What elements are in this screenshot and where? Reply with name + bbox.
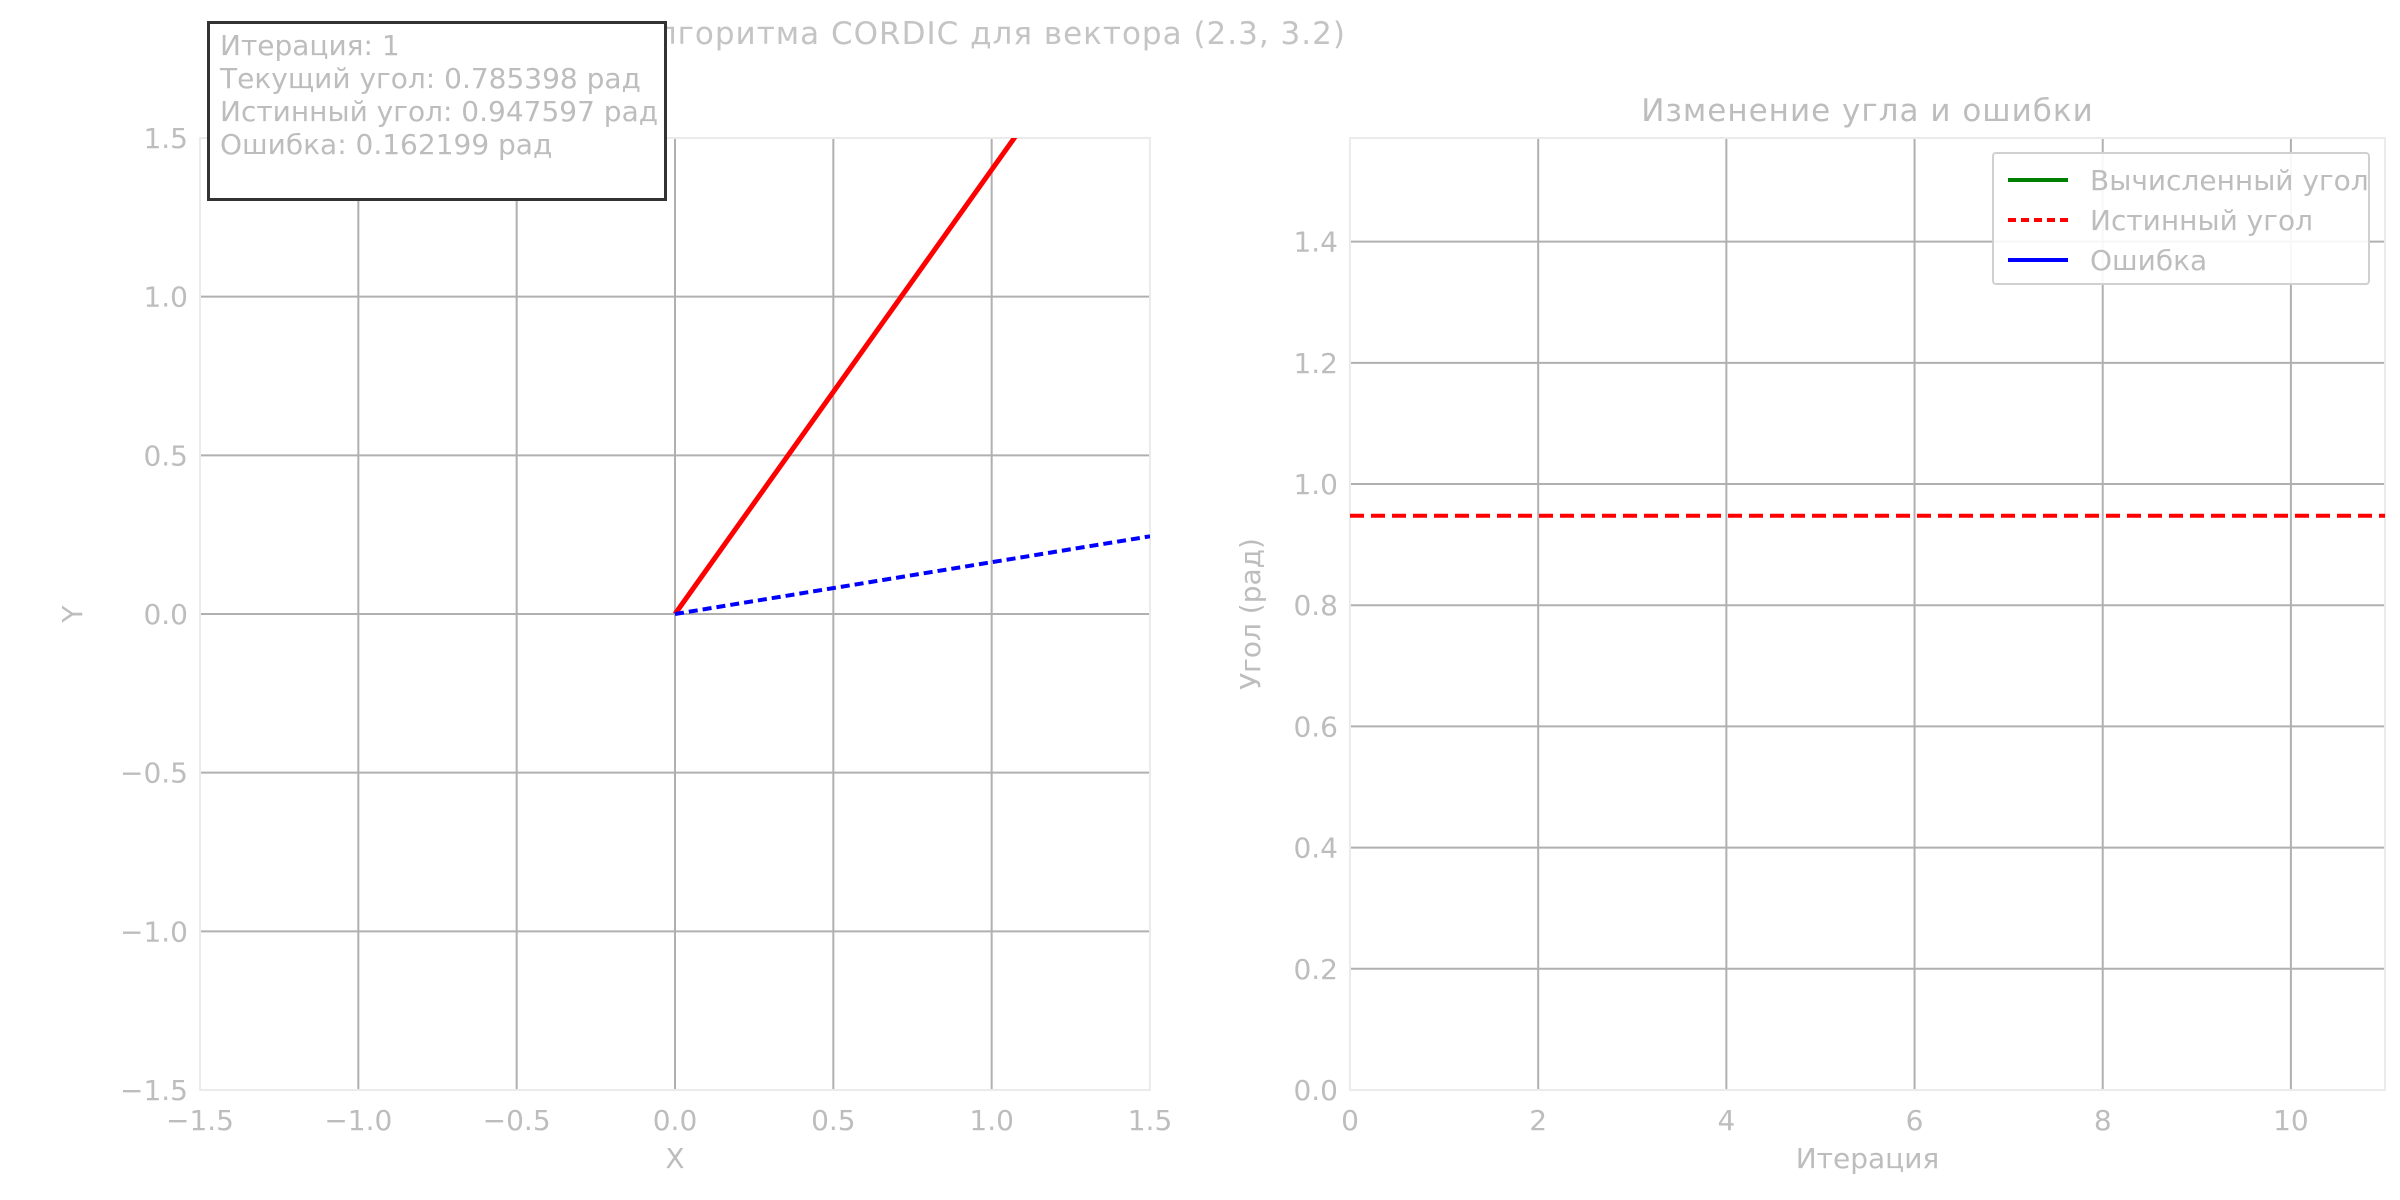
legend-swatch-error [2008, 258, 2068, 262]
ax1-frame [199, 137, 1151, 1091]
ax1-xtick-label-6: 1.5 [1128, 1104, 1173, 1137]
legend-item-true-angle: Истинный угол [2008, 202, 2313, 238]
current-angle-text: Текущий угол: 0.785398 рад [220, 62, 641, 95]
true-angle-text: Истинный угол: 0.947597 рад [220, 95, 659, 128]
ax1-xtick-label-1: −1.0 [324, 1104, 392, 1137]
ax2-ytick-label-2: 0.4 [1293, 832, 1338, 865]
ax1-xtick-label-4: 0.5 [811, 1104, 856, 1137]
legend-item-computed-angle: Вычисленный угол [2008, 162, 2369, 198]
ax1-series-group [672, 138, 1150, 616]
ax2-ytick-label-5: 1.0 [1293, 468, 1338, 501]
ax1-xtick-label-5: 1.0 [969, 1104, 1014, 1137]
ax1-xtick-label-0: −1.5 [166, 1104, 234, 1137]
ax2-xtick-label-5: 10 [2273, 1104, 2309, 1137]
ax1-xtick-label-3: 0.0 [653, 1104, 698, 1137]
ax1-ytick-label-2: −0.5 [120, 757, 188, 790]
ax1-ytick-label-4: 0.5 [143, 439, 188, 472]
ax2-title: Изменение угла и ошибки [1641, 93, 2094, 129]
ax2-xtick-label-0: 0 [1341, 1104, 1359, 1137]
ax1-ytick-label-5: 1.0 [143, 281, 188, 314]
ax2-plot-area [1350, 138, 2385, 1090]
legend: Вычисленный угол Истинный угол Ошибка [1992, 152, 2370, 285]
ax2-xtick-label-2: 4 [1717, 1104, 1735, 1137]
ax2-ytick-label-7: 1.4 [1293, 226, 1338, 259]
legend-label-computed-angle: Вычисленный угол [2090, 163, 2369, 197]
angle-error-plot: 0 2 4 6 8 10 0.0 0.2 0.4 0.6 0.8 1.0 1.2 1.4 Итерация У… [1234, 93, 2386, 1175]
vector-plot: −1.5 −1.0 −0.5 0.0 0.5 1.0 1.5 −1.5 −1.0 −0.5 0.0 0… [56, 122, 1173, 1175]
iteration-text: Итерация: 1 [220, 29, 400, 62]
ax2-ytick-label-0: 0.0 [1293, 1074, 1338, 1107]
legend-item-error: Ошибка [2008, 242, 2207, 278]
ax1-ytick-label-1: −1.0 [120, 915, 188, 948]
legend-swatch-true-angle [2008, 218, 2068, 222]
ax2-xlabel: Итерация [1796, 1142, 1940, 1175]
ax2-ytick-label-4: 0.8 [1293, 589, 1338, 622]
legend-swatch-computed-angle [2008, 178, 2068, 182]
legend-label-error: Ошибка [2090, 243, 2208, 277]
ax2-frame [1349, 137, 2386, 1091]
ax2-ytick-label-1: 0.2 [1293, 953, 1338, 986]
ax1-ylabel: Y [56, 605, 89, 624]
ax1-series-line-0 [672, 138, 1018, 616]
ax2-ytick-label-3: 0.6 [1293, 710, 1338, 743]
ax1-ytick-label-6: 1.5 [143, 122, 188, 155]
ax2-xtick-label-4: 8 [2094, 1104, 2112, 1137]
error-text: Ошибка: 0.162199 рад [220, 128, 553, 161]
iteration-info-box: Итерация: 1 Текущий угол: 0.785398 рад И… [207, 21, 667, 201]
ax1-xtick-label-2: −0.5 [483, 1104, 551, 1137]
ax2-ytick-label-6: 1.2 [1293, 347, 1338, 380]
ax1-ytick-label-0: −1.5 [120, 1074, 188, 1107]
legend-label-true-angle: Истинный угол [2090, 203, 2313, 237]
ax1-ytick-label-3: 0.0 [143, 598, 188, 631]
ax1-xlabel: X [665, 1142, 684, 1175]
ax2-xtick-label-3: 6 [1906, 1104, 1924, 1137]
ax2-ylabel: Угол (рад) [1234, 538, 1267, 690]
ax1-series-line-1 [674, 534, 1150, 616]
ax2-xtick-label-1: 2 [1529, 1104, 1547, 1137]
